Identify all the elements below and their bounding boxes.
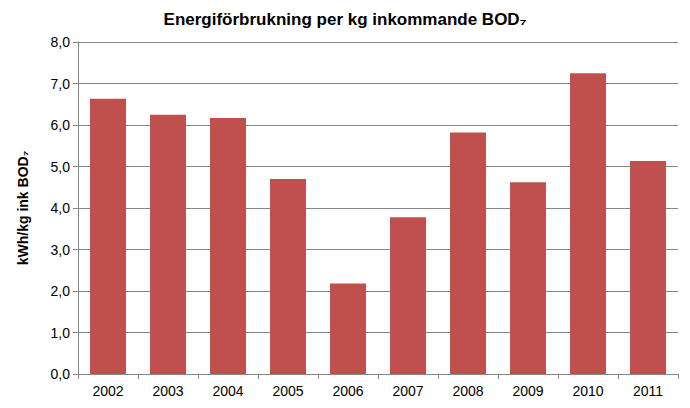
- svg-text:2003: 2003: [152, 383, 183, 399]
- svg-text:2009: 2009: [512, 383, 543, 399]
- svg-text:2005: 2005: [272, 383, 303, 399]
- svg-text:2004: 2004: [212, 383, 243, 399]
- svg-text:2,0: 2,0: [51, 283, 71, 299]
- svg-text:Energiförbrukning per kg inkom: Energiförbrukning per kg inkommande BOD₇: [164, 10, 527, 29]
- svg-text:2011: 2011: [633, 383, 663, 399]
- svg-text:8,0: 8,0: [51, 34, 71, 50]
- svg-text:2006: 2006: [332, 383, 363, 399]
- svg-text:6,0: 6,0: [51, 117, 71, 133]
- svg-text:2002: 2002: [92, 383, 123, 399]
- svg-text:4,0: 4,0: [51, 200, 71, 216]
- svg-text:7,0: 7,0: [51, 76, 71, 92]
- svg-text:1,0: 1,0: [51, 325, 71, 341]
- svg-text:2008: 2008: [452, 383, 483, 399]
- svg-text:2007: 2007: [392, 383, 423, 399]
- svg-text:0,0: 0,0: [51, 366, 71, 382]
- svg-text:3,0: 3,0: [51, 242, 71, 258]
- svg-text:kWh/kg ink BOD₇: kWh/kg ink BOD₇: [15, 151, 31, 266]
- svg-text:5,0: 5,0: [51, 159, 71, 175]
- svg-text:2010: 2010: [572, 383, 603, 399]
